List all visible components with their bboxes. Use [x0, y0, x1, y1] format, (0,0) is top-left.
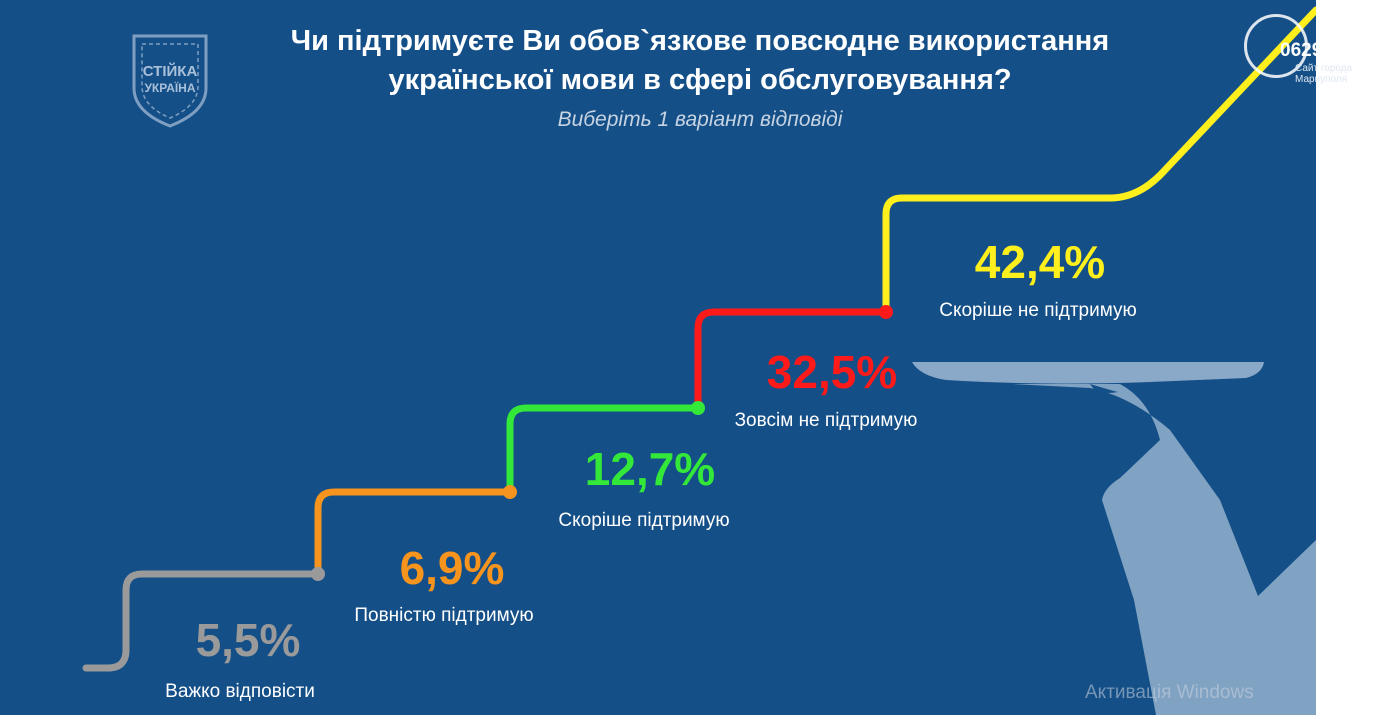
staircase-chart: 5,5% Важко відповісти 6,9% Повністю підтрим… — [82, 6, 1316, 702]
step-dot-0 — [311, 567, 325, 581]
category-label-1: Повністю підтримую — [354, 605, 533, 626]
step-line-2 — [506, 404, 702, 496]
hand-icon — [1012, 384, 1316, 715]
tray-hand-illustration — [912, 362, 1316, 715]
step-line-1 — [314, 488, 514, 578]
value-label-4: 42,4% — [975, 236, 1105, 288]
stiyka-ukraina-logo: СТІЙКА УКРАЇНА — [128, 30, 212, 130]
chart-title-line1: Чи підтримуєте Ви обов`язкове повсюдне в… — [290, 25, 1110, 57]
step-dot-1 — [503, 485, 517, 499]
chart-canvas: СТІЙКА УКРАЇНА Чи підтримуєте Ви обов`яз… — [0, 0, 1316, 715]
category-label-2: Скоріше підтримую — [558, 510, 729, 531]
category-label-0: Важко відповісти — [165, 681, 315, 702]
chart-subtitle: Виберіть 1 варіант відповіді — [557, 108, 843, 131]
step-line-4 — [882, 6, 1316, 316]
value-label-3: 32,5% — [767, 346, 897, 398]
step-line-0 — [82, 570, 322, 672]
logo-text-line2: УКРАЇНА — [144, 80, 195, 95]
watermark-ring-icon — [1244, 14, 1308, 78]
step-dot-3 — [879, 305, 893, 319]
category-label-3: Зовсім не підтримую — [735, 410, 918, 431]
chart-title: Чи підтримуєте Ви обов`язкове повсюдне в… — [200, 22, 1200, 100]
watermark-brand: 0629.com.ua — [1280, 40, 1395, 61]
step-dot-2 — [691, 401, 705, 415]
tray-icon — [912, 362, 1264, 384]
value-label-1: 6,9% — [400, 542, 505, 594]
step-line-3 — [694, 308, 890, 412]
windows-activation-text: Активація Windows — [1085, 682, 1254, 703]
logo-text-line1: СТІЙКА — [143, 62, 198, 80]
category-label-4: Скоріше не підтримую — [939, 300, 1137, 321]
shield-logo-icon — [132, 34, 208, 128]
site-watermark: 0629.com.ua Сайт города Мариуполя — [1240, 14, 1400, 88]
chart-title-line2: української мови в сфері обслуговування? — [388, 64, 1012, 96]
value-label-0: 5,5% — [196, 614, 301, 666]
value-label-2: 12,7% — [585, 443, 715, 495]
watermark-subtitle: Сайт города Мариуполя — [1295, 63, 1353, 85]
